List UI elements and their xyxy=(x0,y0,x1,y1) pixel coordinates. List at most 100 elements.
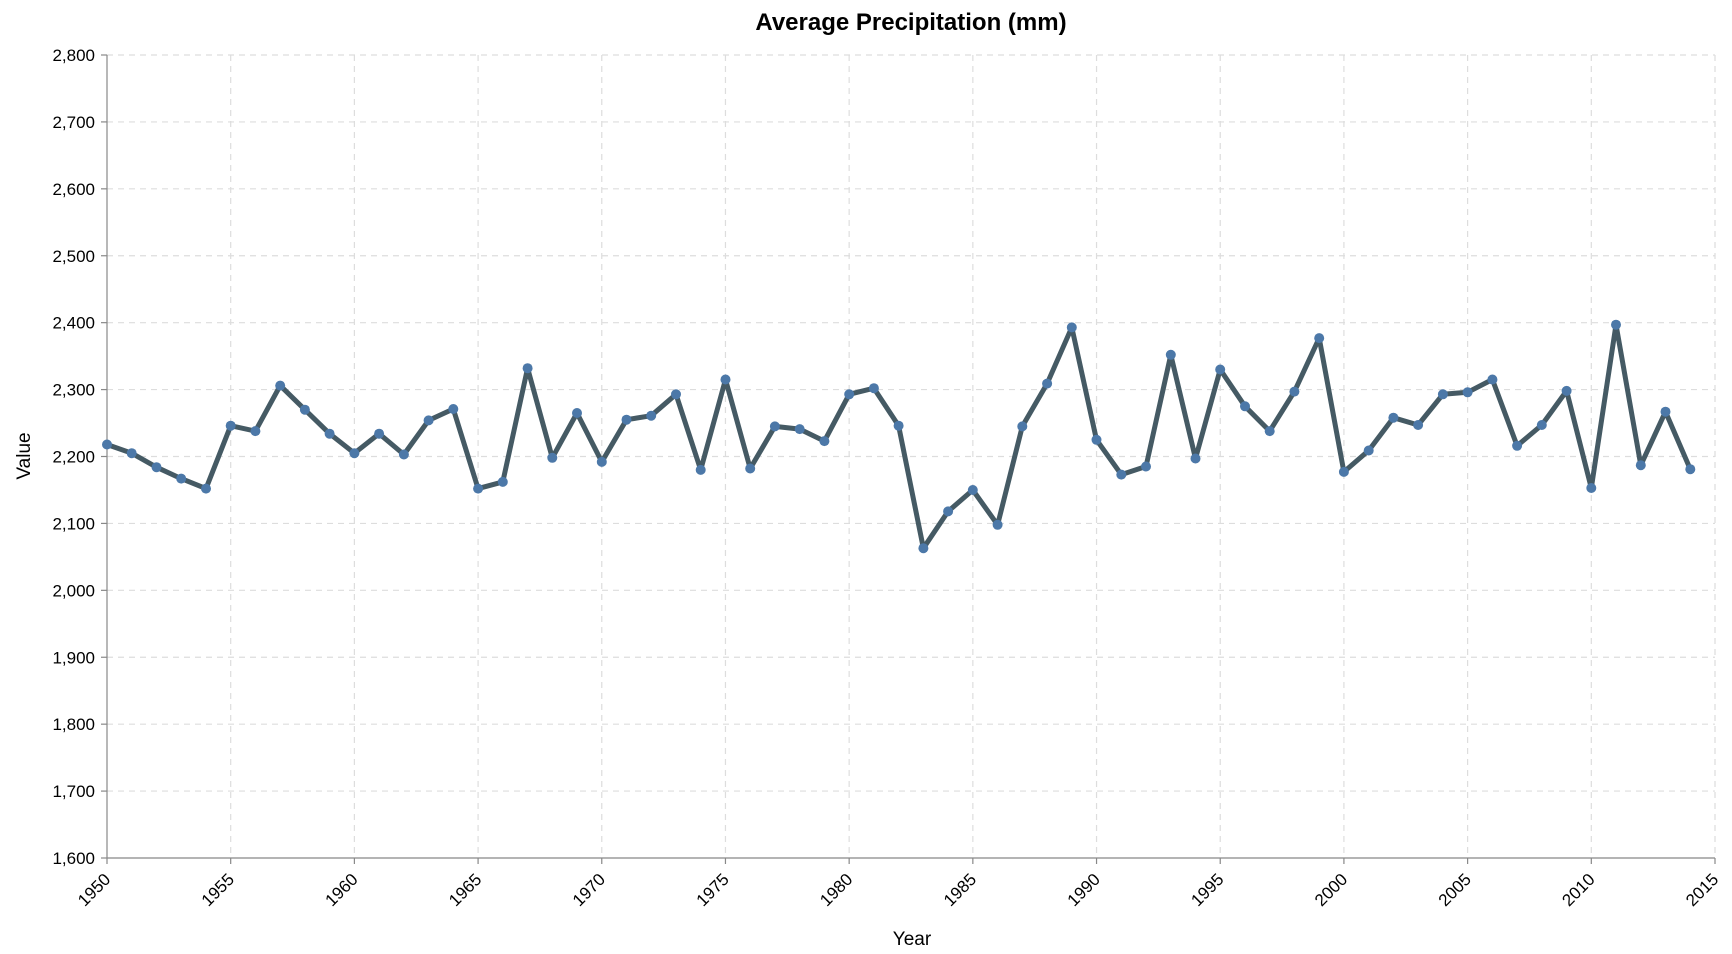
data-point xyxy=(1141,461,1151,472)
data-point xyxy=(1462,387,1473,398)
x-tick-label: 1950 xyxy=(74,870,114,910)
data-point xyxy=(1190,453,1201,464)
data-point xyxy=(621,414,632,425)
data-point xyxy=(473,483,484,494)
data-point xyxy=(349,448,360,459)
data-point xyxy=(1635,460,1646,471)
data-point xyxy=(299,404,310,415)
data-point xyxy=(794,424,805,435)
y-tick-label: 2,300 xyxy=(52,381,95,400)
x-tick-label: 1970 xyxy=(569,870,609,910)
data-point xyxy=(1611,319,1621,330)
data-point xyxy=(126,448,137,459)
x-tick-label: 1965 xyxy=(445,870,485,910)
x-tick-label: 1995 xyxy=(1187,870,1227,910)
data-point xyxy=(1091,434,1102,445)
data-point xyxy=(151,462,162,473)
data-point xyxy=(844,389,855,400)
y-tick-label: 2,600 xyxy=(52,180,95,199)
data-point xyxy=(250,426,261,437)
y-axis-title: Value xyxy=(14,432,35,479)
x-tick-label: 1980 xyxy=(816,870,856,910)
data-point xyxy=(943,506,954,517)
data-point xyxy=(522,363,533,374)
data-point xyxy=(275,380,286,391)
data-point xyxy=(1066,322,1077,333)
y-tick-label: 2,800 xyxy=(52,46,95,65)
data-point xyxy=(596,456,607,467)
data-point xyxy=(1660,406,1671,417)
data-point xyxy=(1215,364,1226,375)
data-point xyxy=(102,439,112,450)
data-point xyxy=(1289,386,1300,397)
x-tick-label: 2005 xyxy=(1435,870,1475,910)
data-point xyxy=(1586,483,1597,493)
data-points xyxy=(102,319,1696,554)
x-tick-label: 2000 xyxy=(1311,870,1351,910)
data-point xyxy=(745,463,756,474)
data-point xyxy=(1487,374,1498,385)
data-point xyxy=(967,485,978,495)
data-point xyxy=(398,449,409,460)
data-point xyxy=(1561,385,1572,396)
data-point xyxy=(1685,464,1696,475)
data-point xyxy=(893,420,904,431)
data-point xyxy=(1512,440,1523,451)
data-point xyxy=(1437,389,1448,400)
x-tick-label: 2010 xyxy=(1558,870,1598,910)
x-tick-label: 1975 xyxy=(693,870,733,910)
y-tick-label: 1,700 xyxy=(52,782,95,801)
data-point xyxy=(695,464,706,475)
data-point xyxy=(868,383,879,394)
chart-title: Average Precipitation (mm) xyxy=(755,9,1066,36)
y-tick-label: 1,600 xyxy=(52,849,95,868)
data-point xyxy=(1388,412,1399,423)
data-point xyxy=(1042,378,1053,389)
data-point xyxy=(1240,401,1250,412)
data-point xyxy=(1338,466,1349,477)
y-tick-label: 2,100 xyxy=(52,514,95,533)
x-tick-label: 2015 xyxy=(1682,870,1722,910)
data-point xyxy=(423,415,434,426)
x-tick-label: 1955 xyxy=(198,870,238,910)
data-point xyxy=(324,428,335,439)
data-point xyxy=(497,476,508,487)
data-point xyxy=(201,483,211,494)
data-point xyxy=(819,436,830,447)
data-point xyxy=(448,404,459,414)
y-axis-ticks: 1,600 1,700 1,800 1,900 2,000 2,100 2,200 2,300… xyxy=(52,46,107,868)
series-line xyxy=(104,322,1693,551)
data-point xyxy=(225,420,236,431)
series-precipitation xyxy=(104,322,1693,551)
y-tick-label: 2,200 xyxy=(52,448,95,467)
data-point xyxy=(671,389,681,400)
data-point xyxy=(1314,333,1325,344)
data-point xyxy=(1116,469,1127,480)
data-point xyxy=(992,519,1003,530)
y-tick-label: 2,000 xyxy=(52,581,95,600)
data-point xyxy=(1017,421,1028,432)
y-tick-label: 2,700 xyxy=(52,113,95,132)
data-point xyxy=(1536,420,1547,430)
y-tick-label: 2,400 xyxy=(52,314,95,333)
grid-lines xyxy=(107,54,1716,858)
x-axis-title: Year xyxy=(893,929,932,950)
data-point xyxy=(374,428,385,439)
data-point xyxy=(572,408,582,418)
x-axis-ticks: 1950 1955 1960 1965 1970 1975 1980 1985 1990 1995… xyxy=(74,858,1722,910)
y-tick-label: 1,800 xyxy=(52,715,95,734)
data-point xyxy=(176,473,187,484)
x-tick-label: 1990 xyxy=(1064,870,1104,910)
x-tick-label: 1985 xyxy=(940,870,980,910)
data-point xyxy=(1363,445,1374,456)
y-tick-label: 1,900 xyxy=(52,648,95,667)
data-point xyxy=(1264,426,1275,437)
data-point xyxy=(1165,349,1176,360)
data-point xyxy=(646,410,657,421)
data-point xyxy=(1413,420,1424,430)
data-point xyxy=(547,452,558,463)
y-tick-label: 2,500 xyxy=(52,247,95,266)
data-point xyxy=(918,543,929,554)
data-point xyxy=(720,374,731,385)
